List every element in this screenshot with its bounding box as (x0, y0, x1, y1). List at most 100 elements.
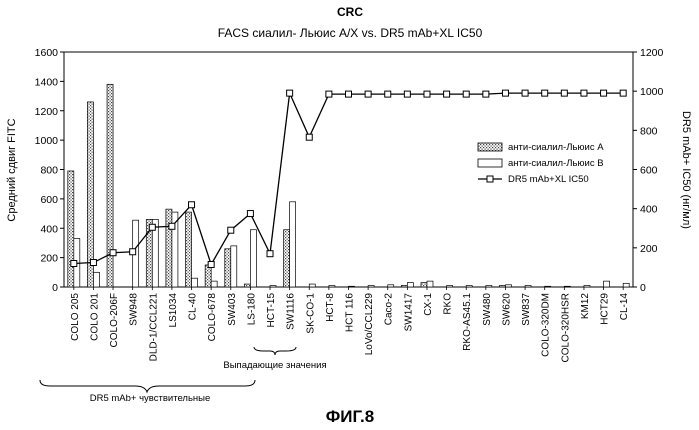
x-tick-label: COLO-206F (109, 293, 120, 347)
y-tick-label-left: 800 (40, 165, 58, 177)
point-ic50 (521, 89, 529, 97)
bar-sialyl-lewis-a (185, 211, 192, 288)
bar-sialyl-lewis-b (230, 245, 238, 288)
point-ic50 (266, 250, 274, 258)
y-tick-label-right: 1200 (640, 47, 664, 59)
bar-sialyl-lewis-a (283, 229, 290, 288)
chart-subtitle: FACS сиалил- Льюис A/X vs. DR5 mAb+XL IC… (218, 26, 483, 40)
outliers-bracket (253, 346, 297, 356)
y-tick-label-right: 200 (640, 243, 658, 255)
point-ic50 (482, 90, 490, 98)
x-tick-label: HCT-15 (266, 293, 277, 328)
bar-sialyl-lewis-b (407, 282, 414, 288)
legend-marker (486, 175, 494, 183)
point-ic50 (129, 248, 137, 256)
point-ic50 (384, 90, 392, 98)
y-tick-label-left: 1200 (35, 106, 59, 118)
point-ic50 (168, 222, 176, 230)
y-tick-label-right: 0 (640, 282, 646, 294)
point-ic50 (305, 133, 313, 141)
bar-sialyl-lewis-a (165, 208, 173, 288)
point-ic50 (364, 90, 372, 98)
y-tick-label-right: 600 (640, 165, 658, 177)
x-tick-label: LS-180 (246, 293, 257, 326)
plot-area: 0 200 400 600 800 1000 1200 1400 1600 0 200 400 600 8… (35, 47, 664, 362)
bar-sialyl-lewis-b (210, 280, 218, 288)
bar-sialyl-lewis-b (485, 285, 493, 288)
point-ic50 (619, 89, 627, 97)
bar-sialyl-lewis-b (563, 285, 571, 288)
point-ic50 (580, 89, 588, 97)
bar-sialyl-lewis-b (269, 285, 277, 288)
x-tick-label: SK-CO-1 (305, 293, 316, 334)
bar-sialyl-lewis-b (289, 201, 296, 288)
y-tick-label-left: 1000 (35, 135, 59, 147)
bar-sialyl-lewis-b (93, 271, 100, 288)
y-tick-label-left: 1600 (35, 47, 59, 59)
bar-sialyl-lewis-a (67, 170, 75, 288)
bar-sialyl-lewis-b (348, 285, 355, 288)
x-tick-label: HCT 116 (345, 293, 356, 333)
bar-sialyl-lewis-b (465, 285, 473, 288)
legend-label-line: DR5 mAb+XL IC50 (508, 174, 589, 185)
x-tick-label: RKO (443, 293, 454, 315)
x-tick-label: RKO-AS45.1 (462, 293, 473, 351)
bar-sialyl-lewis-a (401, 285, 408, 288)
bar-sialyl-lewis-a (224, 248, 232, 288)
bar-sialyl-lewis-a (499, 285, 506, 288)
point-ic50 (345, 90, 352, 98)
bar-sialyl-lewis-b (308, 283, 316, 288)
y-tick-label-left: 200 (40, 253, 58, 265)
bar-sialyl-lewis-b (622, 282, 630, 288)
y-axis-label-right: DR5 mAb+ IC50 (нг/мл) (680, 111, 692, 229)
legend-label-open: анти-сиалил-Льюис B (508, 158, 604, 169)
bar-sialyl-lewis-b (544, 285, 552, 288)
x-tick-label: Caco-2 (384, 293, 395, 326)
x-tick-label: CX-1 (423, 293, 434, 316)
x-tick-label: COLO 201 (89, 293, 100, 341)
legend: анти-сиалил-Льюис A анти-сиалил-Льюис B … (477, 142, 604, 185)
point-ic50 (403, 90, 411, 98)
sensitive-label: DR5 mAb+ чувствительные (90, 393, 211, 404)
x-tick-label: CL-14 (619, 293, 630, 321)
x-tick-label: LS1034 (168, 293, 179, 328)
x-tick-label: HCT29 (600, 293, 611, 325)
bar-sialyl-lewis-b (583, 285, 591, 288)
point-ic50 (423, 90, 431, 98)
x-tick-label: SW480 (482, 293, 493, 326)
bar-sialyl-lewis-b (191, 277, 198, 288)
y-tick-label-right: 400 (640, 204, 658, 216)
x-tick-label: DLD-1/CCL221 (148, 293, 159, 362)
point-ic50 (227, 226, 235, 234)
bar-sialyl-lewis-b (446, 285, 453, 288)
sensitive-bracket (39, 379, 256, 394)
x-tick-label: KM12 (580, 293, 591, 320)
bar-sialyl-lewis-a (106, 83, 114, 288)
point-ic50 (541, 89, 549, 97)
point-ic50 (501, 89, 509, 97)
bar-sialyl-lewis-b (367, 285, 375, 288)
legend-swatch-open (477, 158, 503, 168)
x-tick-label: CL-40 (188, 293, 199, 321)
x-tick-label: COLO 205 (70, 293, 81, 341)
bar-sialyl-lewis-b (171, 211, 179, 288)
point-ic50 (560, 89, 568, 97)
x-tick-label: COLO-320DM (541, 293, 552, 357)
bar-sialyl-lewis-b (603, 280, 610, 288)
x-tick-label: COLO-678 (207, 293, 218, 342)
point-ic50 (286, 89, 294, 97)
bar-sialyl-lewis-b (426, 280, 434, 288)
y-tick-label-left: 600 (40, 194, 58, 206)
figure-label: ФИГ.8 (326, 407, 374, 426)
x-tick-label: LoVo/CCL229 (364, 293, 375, 356)
bar-sialyl-lewis-b (328, 285, 336, 288)
bar-sialyl-lewis-b (151, 219, 159, 288)
y-tick-label-left: 400 (40, 223, 58, 235)
point-ic50 (109, 249, 117, 257)
y-tick-label-left: 1400 (35, 76, 59, 88)
x-tick-label: SW1417 (403, 293, 414, 332)
point-ic50 (89, 259, 97, 267)
bar-sialyl-lewis-b (387, 284, 395, 288)
bar-sialyl-lewis-a (244, 283, 251, 288)
legend-swatch-hatched (477, 142, 503, 152)
